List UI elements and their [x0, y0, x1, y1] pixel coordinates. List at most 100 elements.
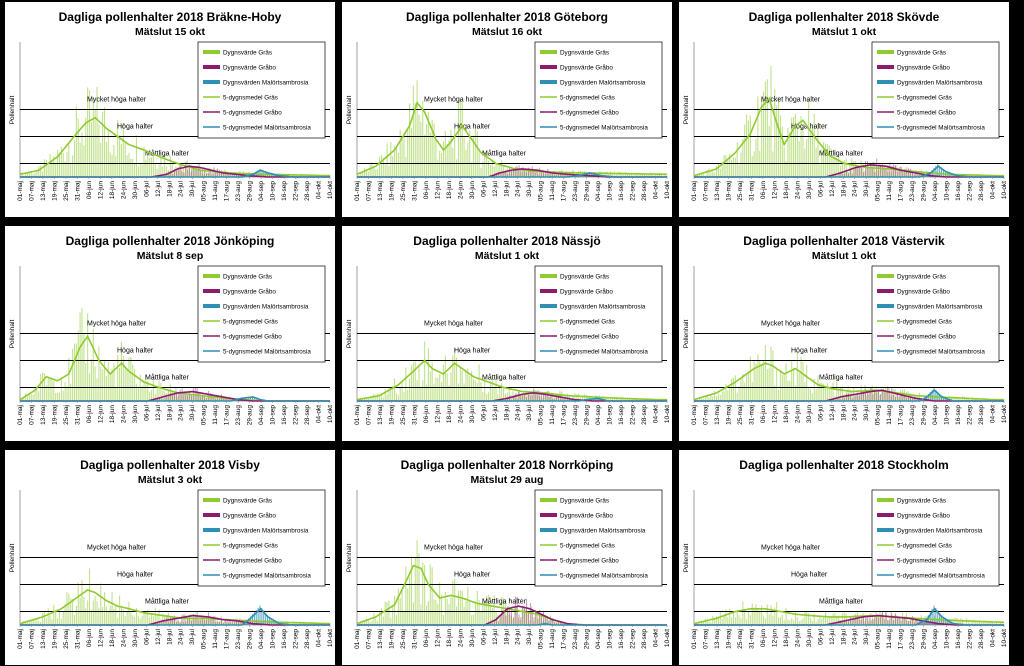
y-axis-label: Pollenhalt — [346, 320, 353, 349]
series-line — [693, 608, 1005, 625]
x-tick-label: 31-maj — [748, 405, 755, 425]
x-tick-label: 23-aug — [235, 405, 242, 426]
x-tick-label: 07-maj — [702, 405, 709, 425]
x-tick-label: 06-jun — [86, 181, 93, 199]
x-tick-label: 07-maj — [28, 629, 35, 649]
chart-title: Dagliga pollenhalter 2018 Västervik — [743, 234, 945, 248]
threshold-label: Höga halter — [117, 124, 154, 131]
legend-label: Dygnsvärde Gräs — [560, 498, 609, 505]
chart-subtitle: Mätslut 1 okt — [811, 250, 877, 262]
legend-label: 5-dygnsmedel Malörtsambrosia — [897, 349, 985, 356]
x-tick-label: 16-sep — [281, 405, 288, 425]
chart-svg: Pollenhalt Mycket höga halter Höga halter M… — [683, 265, 1008, 426]
x-tick-label: 10-sep — [270, 629, 277, 649]
threshold-label: Mycket höga halter — [761, 545, 821, 552]
x-tick-label: 29-aug — [921, 181, 928, 202]
legend-label: Dygnsvärden Malörtsambrosia — [897, 304, 983, 311]
chart-title: Dagliga pollenhalter 2018 Bräkne-Hoby — [58, 10, 282, 24]
x-tick-label: 19-maj — [725, 629, 732, 649]
x-tick-label: 24-jun — [457, 405, 464, 423]
x-tick-label: 01-maj — [354, 405, 361, 425]
x-tick-label: 16-sep — [955, 405, 962, 425]
x-tick-label: 04-okt — [316, 405, 323, 423]
x-tick-label: 12-jun — [434, 629, 441, 647]
x-tick-label: 06-jul — [143, 628, 150, 644]
x-tick-label: 23-aug — [572, 181, 579, 202]
x-tick-label: 18-jul — [503, 404, 510, 420]
x-tick-label: 29-aug — [921, 405, 928, 426]
threshold-label: Mycket höga halter — [424, 545, 484, 552]
legend-box — [871, 489, 1000, 587]
x-tick-label: 06-jun — [760, 405, 767, 423]
threshold-label: Måttliga halter — [819, 150, 864, 158]
x-tick-label: 13-maj — [377, 181, 384, 201]
x-tick-label: 16-sep — [955, 629, 962, 649]
x-tick-label: 06-jun — [86, 405, 93, 423]
x-tick-label: 29-aug — [921, 629, 928, 650]
legend-label: Dygnsvärde Gråbo — [897, 512, 950, 520]
x-tick-label: 06-jul — [817, 180, 824, 196]
x-tick-label: 22-sep — [293, 629, 300, 649]
legend-label: Dygnsvärde Gräs — [223, 50, 272, 57]
x-tick-label: 12-jul — [155, 180, 162, 196]
x-tick-label: 10-okt — [327, 405, 334, 423]
x-tick-label: 23-aug — [235, 181, 242, 202]
x-tick-label: 29-aug — [584, 181, 591, 202]
legend-label: Dygnsvärde Gråbo — [897, 64, 950, 72]
x-tick-label: 17-aug — [561, 629, 568, 650]
x-tick-label: 06-jul — [143, 180, 150, 196]
chart-title: Dagliga pollenhalter 2018 Skövde — [748, 10, 940, 24]
x-tick-label: 18-jun — [109, 405, 116, 423]
legend-label: 5-dygnsmedel Malörtsambrosia — [223, 573, 311, 580]
x-tick-label: 17-aug — [224, 629, 231, 650]
threshold-label: Måttliga halter — [145, 374, 190, 382]
x-tick-label: 23-aug — [909, 181, 916, 202]
x-tick-label: 04-sep — [595, 405, 602, 425]
legend-label: Dygnsvärde Gråbo — [223, 512, 276, 520]
x-tick-label: 24-jun — [457, 629, 464, 647]
x-tick-label: 19-maj — [388, 629, 395, 649]
legend-label: 5-dygnsmedel Malörtsambrosia — [223, 349, 311, 356]
x-tick-label: 05-aug — [538, 181, 545, 202]
legend-label: 5-dygnsmedel Malörtsambrosia — [897, 573, 985, 580]
x-tick-label: 30-jul — [863, 404, 870, 420]
x-tick-label: 30-jun — [469, 629, 476, 647]
x-tick-label: 24-jun — [794, 405, 801, 423]
x-tick-label: 16-sep — [281, 629, 288, 649]
x-tick-label: 25-maj — [63, 405, 70, 425]
x-tick-label: 29-aug — [584, 629, 591, 650]
x-tick-label: 07-maj — [365, 181, 372, 201]
legend-label: 5-dygnsmedel Malörtsambrosia — [897, 125, 985, 132]
x-tick-label: 12-jul — [492, 628, 499, 644]
x-tick-label: 28-sep — [304, 629, 311, 649]
legend-label: Dygnsvärde Gräs — [897, 274, 946, 281]
x-tick-label: 07-maj — [28, 405, 35, 425]
x-tick-label: 06-jun — [760, 181, 767, 199]
series-line — [357, 172, 667, 178]
threshold-label: Höga halter — [791, 348, 828, 355]
x-tick-label: 24-jul — [515, 404, 522, 420]
x-tick-label: 16-sep — [955, 181, 962, 201]
x-tick-label: 18-jul — [166, 628, 173, 644]
x-tick-label: 18-jun — [783, 181, 790, 199]
x-tick-label: 17-aug — [224, 181, 231, 202]
series-line — [694, 389, 1004, 402]
x-tick-label: 10-okt — [327, 181, 334, 199]
x-tick-label: 25-maj — [737, 629, 744, 649]
x-tick-label: 06-jul — [817, 404, 824, 420]
x-tick-label: 12-jun — [97, 629, 104, 647]
x-tick-label: 10-okt — [664, 405, 671, 423]
threshold-label: Höga halter — [454, 572, 491, 579]
threshold-label: Höga halter — [791, 572, 828, 579]
x-tick-label: 22-sep — [293, 405, 300, 425]
x-tick-label: 11-aug — [549, 405, 556, 425]
legend-label: Dygnsvärde Gräs — [223, 274, 272, 281]
chart-title: Dagliga pollenhalter 2018 Jönköping — [65, 234, 275, 248]
x-tick-label: 29-aug — [584, 405, 591, 426]
x-tick-label: 01-maj — [691, 629, 698, 649]
x-tick-label: 04-okt — [990, 629, 997, 647]
legend-label: Dygnsvärde Gräs — [897, 498, 946, 505]
x-tick-label: 04-sep — [258, 405, 265, 425]
x-tick-label: 24-jul — [852, 180, 859, 196]
